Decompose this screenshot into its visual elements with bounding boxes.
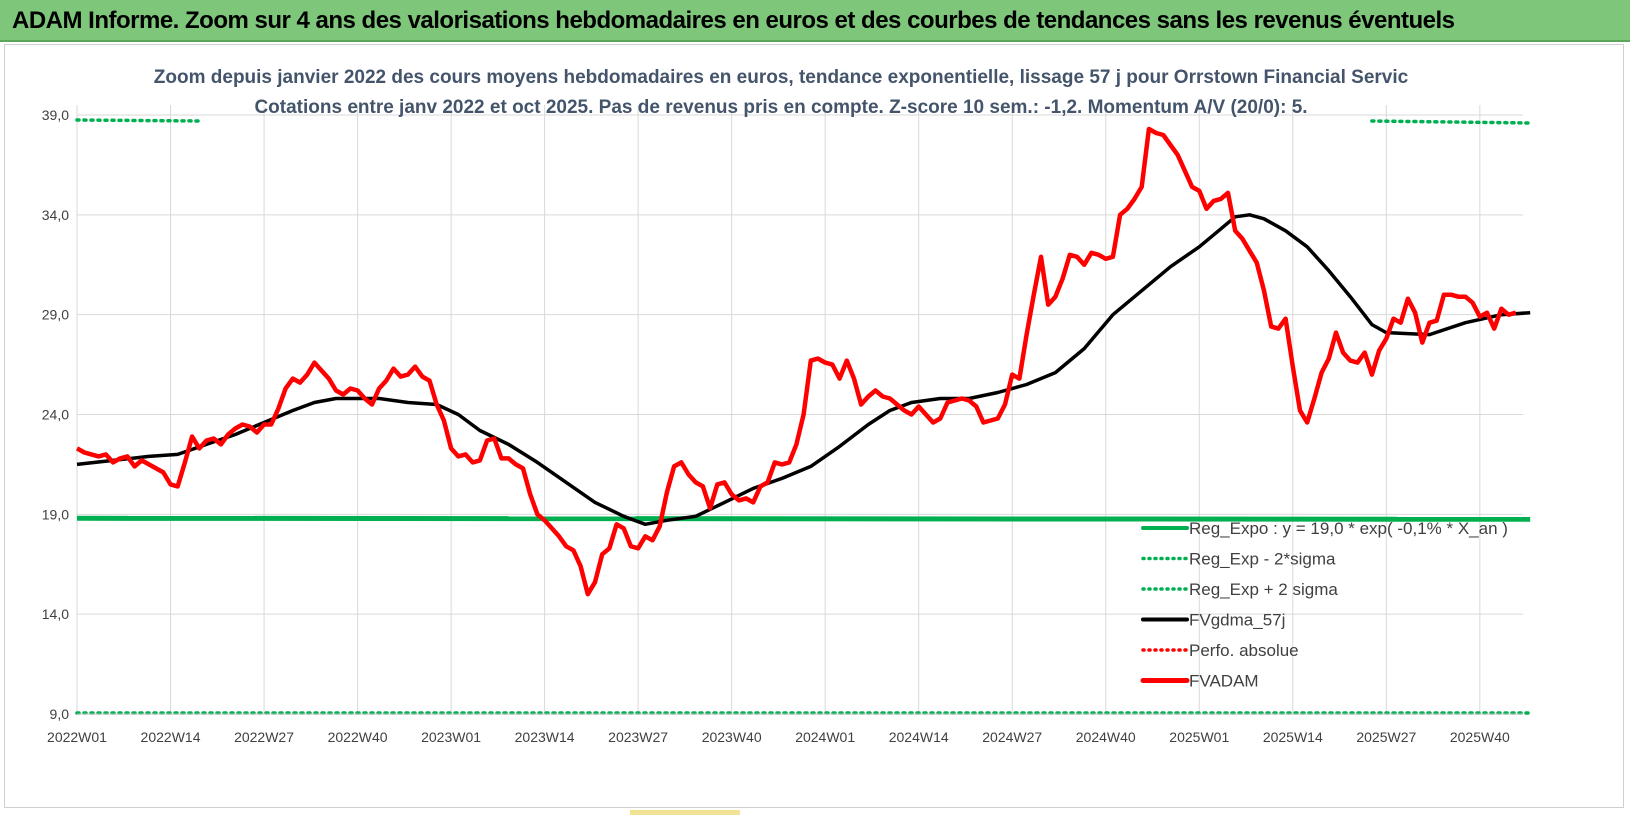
legend-entry: Perfo. absolue — [1141, 641, 1299, 660]
grid-layer — [76, 105, 1523, 715]
legend-entry: FVgdma_57j — [1141, 611, 1285, 630]
series-fvadam-line — [75, 126, 1517, 597]
x-tick-label: 2024W14 — [889, 729, 949, 745]
series-fvgdma-57j-line — [76, 213, 1531, 527]
x-tick-label: 2023W40 — [702, 729, 762, 745]
series-reg-plus-2sigma-segment — [1370, 119, 1532, 125]
x-tick-label: 2024W40 — [1076, 729, 1136, 745]
series-reg-expo-line — [76, 515, 1531, 522]
x-tick-label: 2023W27 — [608, 729, 668, 745]
series-reg-plus-2sigma-segment — [75, 118, 202, 123]
legend-label: Reg_Exp - 2*sigma — [1189, 550, 1336, 569]
y-tick-label: 39,0 — [42, 107, 69, 123]
legend-label: Reg_Expo : y = 19,0 * exp( -0,1% * X_an … — [1189, 519, 1508, 538]
y-tick-label: 9,0 — [50, 706, 70, 722]
x-tick-label: 2025W40 — [1450, 729, 1510, 745]
x-tick-label: 2025W27 — [1356, 729, 1416, 745]
x-tick-label: 2022W01 — [47, 729, 107, 745]
x-tick-label: 2023W14 — [515, 729, 575, 745]
axis-layer: 9,0 14,0 19,0 24,0 29,0 34,0 39,0 2022W01 2022W1… — [42, 107, 1523, 745]
legend-entry: Reg_Expo : y = 19,0 * exp( -0,1% * X_an … — [1141, 519, 1508, 538]
chart-title-line-1: Zoom depuis janvier 2022 des cours moyen… — [154, 67, 1409, 88]
sheet-tab-indicator — [630, 810, 740, 815]
legend-entry: FVADAM — [1140, 672, 1259, 691]
x-tick-label: 2022W27 — [234, 729, 294, 745]
legend-entry: Reg_Exp + 2 sigma — [1141, 580, 1338, 599]
x-tick-label: 2022W14 — [141, 729, 201, 745]
x-tick-label: 2024W01 — [795, 729, 855, 745]
legend-label: Perfo. absolue — [1189, 641, 1299, 660]
legend-entry: Reg_Exp - 2*sigma — [1141, 550, 1336, 569]
legend-label: FVgdma_57j — [1189, 611, 1285, 630]
series-layer — [75, 118, 1532, 715]
chart-title-line-2: Cotations entre janv 2022 et oct 2025. P… — [254, 97, 1307, 118]
chart-svg: 9,0 14,0 19,0 24,0 29,0 34,0 39,0 2022W01 2022W1… — [42, 67, 1532, 745]
y-tick-label: 24,0 — [42, 407, 69, 423]
y-tick-label: 19,0 — [42, 506, 69, 522]
y-tick-label: 29,0 — [42, 307, 69, 323]
x-tick-label: 2025W01 — [1169, 729, 1229, 745]
legend-label: FVADAM — [1189, 672, 1259, 691]
x-tick-label: 2022W40 — [328, 729, 388, 745]
title-banner: ADAM Informe. Zoom sur 4 ans des valoris… — [0, 0, 1630, 42]
y-tick-label: 34,0 — [42, 207, 69, 223]
x-tick-label: 2024W27 — [982, 729, 1042, 745]
chart-frame: 9,0 14,0 19,0 24,0 29,0 34,0 39,0 2022W01 2022W1… — [4, 44, 1624, 808]
chart-legend: Reg_Expo : y = 19,0 * exp( -0,1% * X_an … — [1140, 519, 1508, 691]
x-tick-label: 2025W14 — [1263, 729, 1323, 745]
y-tick-label: 14,0 — [42, 606, 69, 622]
legend-label: Reg_Exp + 2 sigma — [1189, 580, 1338, 599]
x-tick-label: 2023W01 — [421, 729, 481, 745]
page-title: ADAM Informe. Zoom sur 4 ans des valoris… — [12, 7, 1455, 34]
